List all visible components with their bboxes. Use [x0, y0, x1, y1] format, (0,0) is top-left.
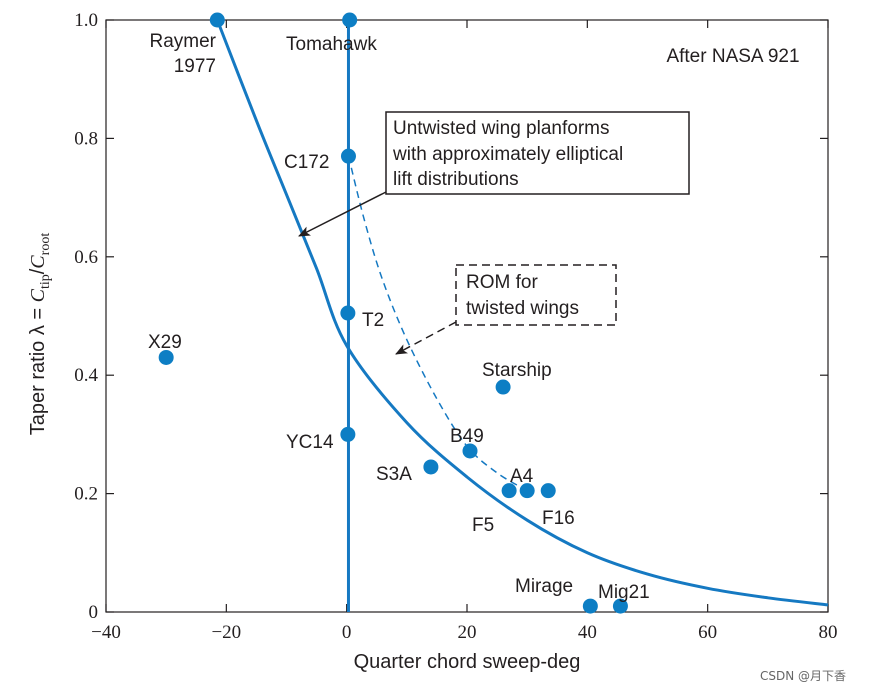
rom-curve [347, 156, 528, 492]
point-label: Mig21 [598, 582, 650, 603]
point-label: 1977 [174, 56, 216, 77]
point-label: F5 [472, 515, 494, 536]
rom-line-2: twisted wings [466, 298, 579, 319]
data-point [209, 12, 225, 28]
watermark: CSDN @月下香 [760, 669, 846, 683]
data-point [495, 379, 511, 395]
point-label: A4 [510, 466, 534, 487]
x-tick-label: −20 [211, 622, 241, 643]
point-label: T2 [362, 310, 384, 331]
point-label: S3A [376, 464, 412, 485]
y-tick-label: 0.2 [74, 484, 98, 505]
y-axis-title-num: C [27, 288, 49, 302]
x-tick-label: 40 [578, 622, 597, 643]
y-axis-title: Taper ratio λ = Ctip/Croot [27, 233, 53, 436]
data-point [423, 459, 439, 475]
y-tick-label: 0 [89, 602, 99, 623]
y-tick-label: 0.4 [74, 365, 98, 386]
y-tick-label: 1.0 [74, 10, 98, 31]
rom-line-1: ROM for [466, 272, 538, 293]
point-label: YC14 [286, 432, 334, 453]
x-tick-label: −40 [91, 622, 121, 643]
raymer-curve [215, 19, 829, 607]
untwisted-annotation-box [385, 111, 690, 195]
y-axis-title-num-sub: tip [38, 274, 53, 289]
x-tick-label: 60 [698, 622, 717, 643]
untwisted-line-2: with approximately elliptical [392, 144, 623, 165]
y-axis-title-slash: / [27, 268, 49, 274]
data-point [612, 598, 628, 614]
untwisted-annotation: Untwisted wing planforms with approximat… [298, 111, 690, 237]
data-point [340, 305, 356, 321]
data-point [582, 598, 598, 614]
rom-arrow [395, 321, 457, 355]
point-label: X29 [148, 332, 182, 353]
data-point [340, 148, 356, 164]
untwisted-line-1: Untwisted wing planforms [393, 118, 609, 139]
y-tick-label: 0.8 [74, 128, 98, 149]
data-point [519, 483, 535, 499]
y-axis-title-den-sub: root [38, 233, 53, 256]
y-axis-title-den: C [27, 255, 49, 269]
data-point [158, 349, 174, 365]
data-point [462, 443, 478, 459]
source-note: After NASA 921 [666, 46, 799, 67]
data-points [158, 12, 628, 614]
svg-text:Taper ratio λ = Ctip/Croot: Taper ratio λ = Ctip/Croot [27, 233, 53, 436]
point-label: Mirage [515, 576, 573, 597]
point-labels: X29 C172 T2 YC14 S3A B49 Starship A4 F5 F16 Mirage… [148, 31, 650, 603]
data-point [342, 12, 358, 28]
point-label: Tomahawk [286, 34, 377, 55]
axes: −40 −20 0 20 40 60 80 0 0.2 0.4 0.6 0.8 1.0 [74, 10, 837, 643]
y-tick-label: 0.6 [74, 247, 98, 268]
x-axis-title: Quarter chord sweep-deg [354, 651, 581, 673]
point-label: Raymer [149, 31, 216, 52]
point-label: F16 [542, 508, 575, 529]
data-point [340, 426, 356, 442]
x-tick-label: 0 [342, 622, 352, 643]
x-tick-label: 80 [819, 622, 838, 643]
untwisted-arrow [298, 191, 387, 237]
data-point [501, 483, 517, 499]
data-point [540, 483, 556, 499]
point-label: B49 [450, 426, 484, 447]
point-label: C172 [284, 152, 329, 173]
point-label: Starship [482, 360, 552, 381]
x-tick-label: 20 [458, 622, 477, 643]
y-axis-title-prefix: Taper ratio λ = [27, 302, 49, 435]
rom-annotation: ROM for twisted wings [395, 264, 617, 355]
untwisted-line-3: lift distributions [393, 169, 519, 190]
rom-annotation-box [455, 264, 617, 326]
